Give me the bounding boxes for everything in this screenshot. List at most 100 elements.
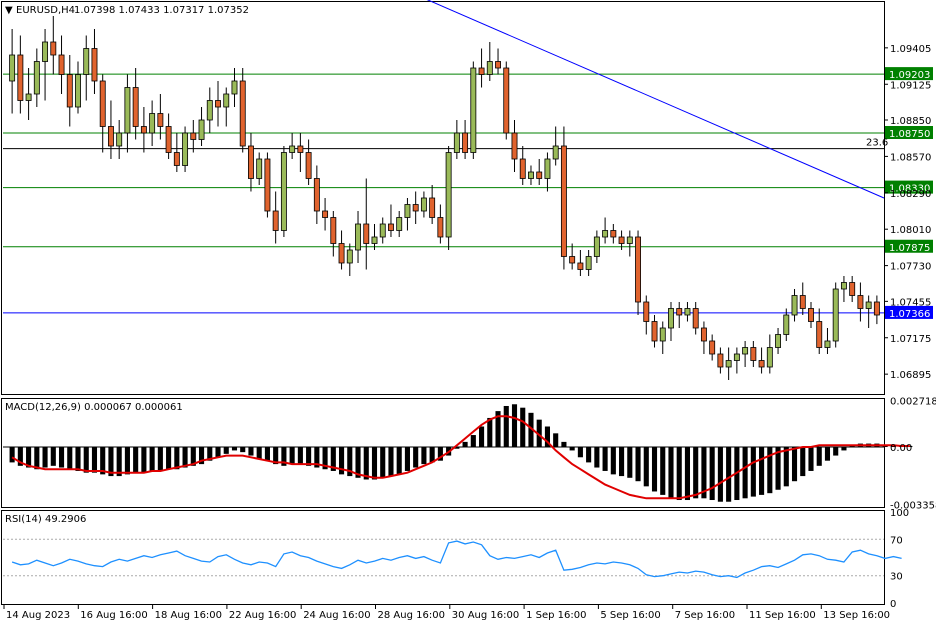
macd-bar [355, 447, 361, 478]
bull-candle [198, 119, 205, 140]
bull-candle [742, 347, 749, 355]
rsi-tick-label: 0 [890, 599, 896, 610]
price-tick-label: 1.08570 [890, 152, 931, 163]
macd-bar [91, 447, 98, 473]
bull-candle [824, 340, 831, 348]
macd-bar [544, 426, 551, 448]
bear-candle [58, 54, 65, 75]
bull-candle [445, 152, 452, 238]
bear-candle [635, 236, 641, 303]
bull-candle [832, 288, 839, 342]
macd-bar [709, 447, 715, 501]
bear-candle [569, 256, 576, 264]
bear-candle [264, 158, 271, 212]
macd-bar [619, 447, 625, 477]
bull-candle [116, 132, 123, 147]
level-price-label: 1.08750 [889, 129, 930, 140]
macd-bar [264, 447, 270, 461]
level-price-tag [885, 239, 933, 253]
macd-bar [421, 447, 427, 465]
bull-candle [206, 100, 213, 121]
macd-tick-label: 0.002718 [890, 397, 936, 408]
macd-bar [231, 447, 238, 451]
time-tick-label: 16 Aug 16:00 [80, 610, 147, 621]
bull-candle [289, 145, 296, 153]
bull-candle [25, 93, 32, 101]
fib-level-label: 23.6 [866, 138, 888, 149]
bear-candle [107, 126, 114, 147]
bull-candle [791, 295, 798, 316]
macd-bar [314, 447, 320, 468]
macd-bar [487, 417, 493, 448]
bear-candle [305, 152, 312, 179]
macd-bar [50, 447, 56, 466]
bear-candle [91, 48, 98, 82]
macd-bar [536, 419, 542, 448]
bear-candle [412, 204, 419, 212]
price-tick-label: 1.09125 [890, 80, 931, 91]
level-price-label: 1.07875 [889, 243, 930, 254]
macd-bar [577, 447, 583, 458]
bull-candle [668, 308, 674, 329]
macd-bar [553, 433, 559, 448]
macd-title: MACD(12,26,9) 0.000067 0.000061 [5, 402, 183, 413]
macd-bar [133, 447, 139, 473]
bear-candle [478, 67, 485, 75]
price-panel[interactable] [1, 1, 885, 395]
macd-bar [750, 447, 756, 497]
bull-candle [486, 61, 493, 75]
macd-bar [207, 447, 213, 461]
price-tick-label: 1.08010 [890, 225, 931, 236]
macd-bar [17, 447, 23, 466]
bull-candle [9, 54, 16, 82]
macd-bar [816, 447, 822, 466]
symbol-dropdown-icon[interactable]: ▼ [5, 5, 13, 16]
macd-bar [660, 447, 666, 495]
ohlc-header: 1.07398 1.07433 1.07317 1.07352 [74, 5, 249, 16]
bull-candle [659, 327, 666, 342]
bull-candle [552, 145, 559, 160]
time-tick-label: 11 Sep 16:00 [749, 610, 816, 621]
macd-bar [841, 447, 847, 451]
bull-candle [783, 314, 790, 335]
macd-bar [726, 447, 732, 502]
bear-candle [322, 210, 329, 218]
macd-bar [437, 447, 443, 461]
bull-candle [626, 236, 633, 244]
macd-bar [800, 447, 806, 477]
macd-bar [83, 447, 89, 473]
macd-tick-label: 0.00 [890, 443, 912, 454]
bull-candle [453, 132, 460, 153]
price-tick-label: 1.08850 [890, 116, 931, 127]
bear-candle [536, 171, 543, 179]
macd-bar [371, 447, 378, 480]
macd-bar [34, 447, 40, 470]
macd-bar [610, 447, 616, 475]
macd-bar [462, 441, 468, 448]
bear-candle [799, 295, 806, 309]
macd-bar [9, 447, 15, 463]
macd-bar [330, 447, 336, 471]
bear-candle [297, 145, 304, 153]
macd-bar [363, 447, 369, 480]
macd-bar [149, 447, 155, 471]
macd-bar [256, 447, 262, 459]
price-tick-label: 1.06895 [890, 370, 931, 381]
level-price-label: 1.08330 [889, 184, 930, 195]
macd-bar [166, 447, 172, 470]
bear-candle [816, 321, 823, 348]
macd-bar [528, 412, 534, 448]
bull-candle [280, 152, 287, 231]
bull-candle [346, 249, 353, 264]
time-tick-label: 7 Sep 16:00 [675, 610, 735, 621]
level-price-label: 1.07366 [889, 309, 930, 320]
bear-candle [692, 308, 699, 329]
macd-bar [693, 447, 699, 499]
rsi-tick-label: 70 [890, 535, 903, 546]
bull-candle [585, 256, 592, 270]
macd-bar [651, 447, 658, 492]
macd-bar [586, 447, 592, 463]
bear-candle [388, 223, 394, 231]
time-tick-label: 13 Sep 16:00 [823, 610, 890, 621]
